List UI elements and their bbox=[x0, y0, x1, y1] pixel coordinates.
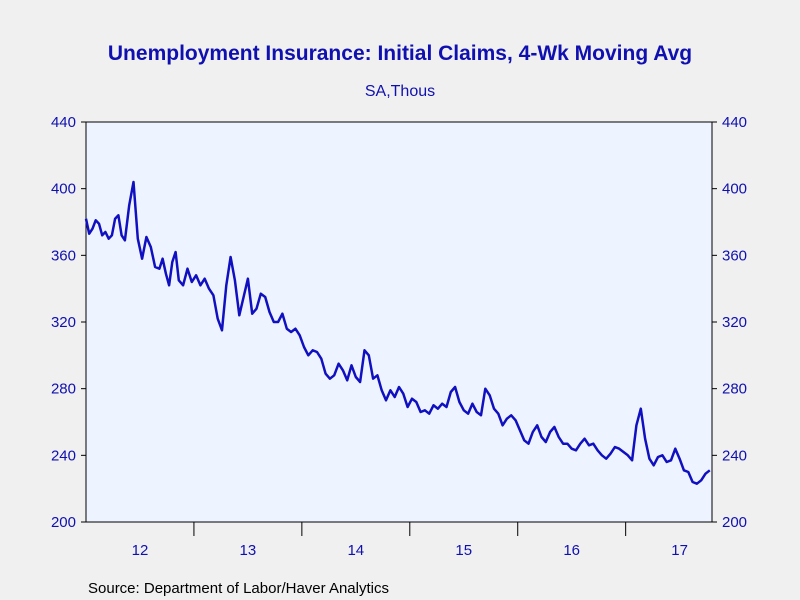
x-tick-label: 14 bbox=[347, 542, 364, 559]
y-axis-right: 200 240 280 320 360 400 440 bbox=[712, 114, 747, 531]
chart-title: Unemployment Insurance: Initial Claims, … bbox=[108, 42, 692, 65]
y-tick-label-left: 440 bbox=[51, 114, 76, 131]
x-tick-label: 17 bbox=[671, 542, 688, 559]
x-tick-label: 15 bbox=[455, 542, 472, 559]
y-tick-label-right: 400 bbox=[722, 181, 747, 198]
y-tick-label-left: 320 bbox=[51, 314, 76, 331]
y-tick-label-left: 360 bbox=[51, 247, 76, 264]
chart-subtitle: SA,Thous bbox=[365, 83, 435, 100]
y-tick-label-right: 240 bbox=[722, 447, 747, 464]
series-line-initial-claims bbox=[84, 180, 711, 485]
y-tick-label-left: 240 bbox=[51, 447, 76, 464]
y-tick-label-left: 400 bbox=[51, 181, 76, 198]
y-tick-label-right: 360 bbox=[722, 247, 747, 264]
y-tick-label-right: 280 bbox=[722, 381, 747, 398]
x-axis: 12 13 14 15 16 17 bbox=[132, 522, 688, 559]
plot-area bbox=[85, 121, 713, 523]
y-tick-label-right: 320 bbox=[722, 314, 747, 331]
source-note: Source: Department of Labor/Haver Analyt… bbox=[88, 580, 389, 597]
x-tick-label: 16 bbox=[563, 542, 580, 559]
x-tick-label: 12 bbox=[132, 542, 149, 559]
y-axis-left: 200 240 280 320 360 400 440 bbox=[51, 114, 86, 531]
x-tick-label: 13 bbox=[240, 542, 257, 559]
y-tick-label-right: 200 bbox=[722, 514, 747, 531]
y-tick-label-left: 200 bbox=[51, 514, 76, 531]
y-tick-label-right: 440 bbox=[722, 114, 747, 131]
y-tick-label-left: 280 bbox=[51, 381, 76, 398]
